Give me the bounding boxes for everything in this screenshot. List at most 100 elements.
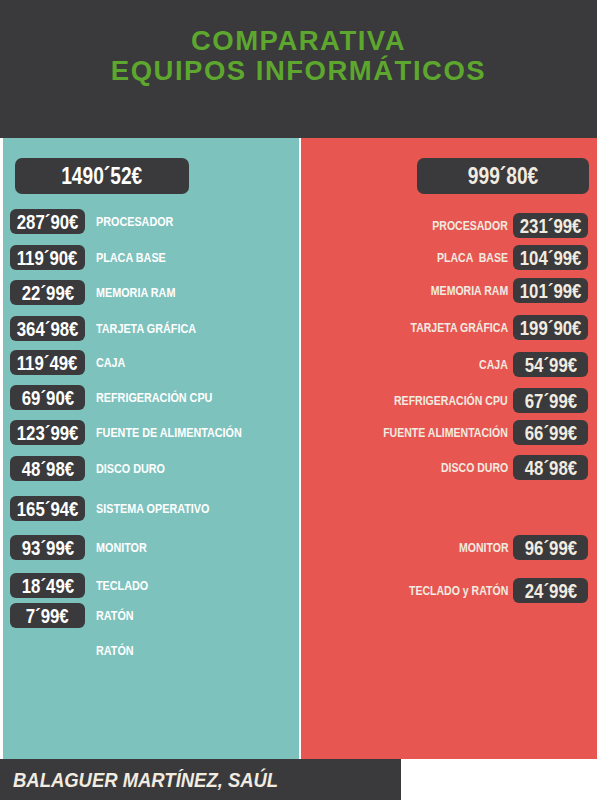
price-badge: 18´49€ [10,573,85,598]
component-label: RATÓN [96,643,134,658]
component-label: FUENTE DE ALIMENTACIÓN [96,425,242,440]
component-label: TECLADO [96,578,148,593]
component-label: MEMORIA RAM [96,285,175,300]
price-badge: 165´94€ [10,496,85,521]
left-item-row: 93´99€ MONITOR [10,535,160,560]
price-badge: 231´99€ [513,213,588,238]
price-text: 48´98€ [524,456,576,480]
component-label: PROCESADOR [96,214,173,229]
right-item-row: 54´99€ CAJA [471,352,588,377]
price-text: 22´99€ [21,281,73,305]
component-label: DISCO DURO [441,460,508,475]
component-label: REFRIGERACIÓN CPU [96,390,212,405]
left-total-badge: 1490´52€ [15,158,189,194]
author-name: BALAGUER MARTÍNEZ, SAÚL [13,768,278,792]
price-badge: 67´99€ [513,388,588,413]
component-label: MEMORIA RAM [431,283,508,298]
price-text: 66´99€ [524,421,576,445]
component-label: CAJA [479,357,508,372]
price-badge: 54´99€ [513,352,588,377]
price-text: 93´99€ [21,536,73,560]
right-item-row: 66´99€ FUENTE ALIMENTACIÓN [348,420,588,445]
price-badge: 199´90€ [513,315,588,340]
price-text: 165´94€ [17,497,79,521]
price-badge: 96´99€ [513,535,588,560]
price-text: 199´90€ [520,316,582,340]
price-text: 67´99€ [524,389,576,413]
component-label: DISCO DURO [96,461,165,476]
price-badge: 364´98€ [10,316,85,341]
left-item-row: 119´90€ PLACA BASE [10,245,183,270]
price-badge: 93´99€ [10,535,85,560]
price-badge: 101´99€ [513,278,588,303]
component-label: PLACA BASE [437,250,508,265]
left-item-row: 69´90€ REFRIGERACIÓN CPU [10,385,242,410]
component-label: TARJETA GRÁFICA [411,320,509,335]
price-text: 69´90€ [21,386,73,410]
left-item-row: 48´98€ DISCO DURO [10,456,182,481]
right-total-badge: 999´80€ [417,158,589,194]
price-badge: 69´90€ [10,385,85,410]
left-item-row: 123´99€ FUENTE DE ALIMENTACIÓN [10,420,278,445]
component-label: TECLADO y RATÓN [409,583,508,598]
price-text: 7´99€ [26,604,69,628]
left-item-row: RATÓN [10,638,143,663]
right-item-row: 104´99€ PLACA BASE [417,245,588,270]
price-text: 104´99€ [520,246,582,270]
component-label: FUENTE ALIMENTACIÓN [383,425,508,440]
price-text: 364´98€ [17,317,79,341]
component-label: SISTEMA OPERATIVO [96,501,209,516]
price-text: 96´99€ [524,536,576,560]
price-text: 119´90€ [17,246,78,270]
price-badge: 119´90€ [10,245,85,270]
price-badge: 66´99€ [513,420,588,445]
left-item-row: 364´98€ TARJETA GRÁFICA [10,316,221,341]
title-line-1: COMPARATIVA [0,26,597,56]
component-label: TARJETA GRÁFICA [96,321,196,336]
left-item-row: 287´90€ PROCESADOR [10,209,193,234]
price-text: 18´49€ [21,574,73,598]
price-text: 123´99€ [17,421,79,445]
component-label: RATÓN [96,608,134,623]
component-label: CAJA [96,355,125,370]
right-item-row: 24´99€ TECLADO y RATÓN [381,578,588,603]
footer-bar: BALAGUER MARTÍNEZ, SAÚL [0,759,401,800]
price-badge: 119´49€ [10,350,85,375]
component-label: MONITOR [458,540,508,555]
right-column: 999´80€ 231´99€ PROCESADOR 104´99€ PLACA BA… [301,138,597,759]
component-label: PLACA BASE [96,250,166,265]
price-badge: 104´99€ [513,245,588,270]
left-item-row: 7´99€ RATÓN [10,603,143,628]
component-label: PROCESADOR [433,218,508,233]
price-badge: 123´99€ [10,420,85,445]
price-text: 287´90€ [17,210,79,234]
left-item-row: 18´49€ TECLADO [10,573,161,598]
price-text: 54´99€ [524,353,576,377]
price-badge: 287´90€ [10,209,85,234]
component-label: REFRIGERACIÓN CPU [394,393,508,408]
title-line-2: EQUIPOS INFORMÁTICOS [0,56,597,86]
left-item-row: 165´94€ SISTEMA OPERATIVO [10,496,238,521]
comparison-infographic: COMPARATIVA EQUIPOS INFORMÁTICOS 1490´52… [0,0,600,800]
right-total-price: 999´80€ [468,162,538,190]
price-text: 119´49€ [17,351,78,375]
left-total-price: 1490´52€ [61,162,142,190]
header: COMPARATIVA EQUIPOS INFORMÁTICOS [0,0,597,138]
price-text: 101´99€ [520,279,582,303]
right-item-row: 48´98€ DISCO DURO [422,455,588,480]
price-badge: 48´98€ [513,455,588,480]
component-label: MONITOR [96,540,147,555]
price-text: 48´98€ [21,457,73,481]
price-text: 24´99€ [524,579,576,603]
price-badge: 22´99€ [10,280,85,305]
price-badge: 48´98€ [10,456,85,481]
left-column: 1490´52€ 287´90€ PROCESADOR 119´90€ PLACA B… [3,138,299,759]
right-item-row: 231´99€ PROCESADOR [411,213,588,238]
price-badge: 7´99€ [10,603,85,628]
price-text: 231´99€ [520,214,582,238]
right-item-row: 67´99€ REFRIGERACIÓN CPU [362,388,588,413]
right-item-row: 199´90€ TARJETA GRÁFICA [383,315,588,340]
left-item-row: 119´49€ CAJA [10,350,133,375]
right-item-row: 101´99€ MEMORIA RAM [409,278,588,303]
left-item-row: 22´99€ MEMORIA RAM [10,280,195,305]
